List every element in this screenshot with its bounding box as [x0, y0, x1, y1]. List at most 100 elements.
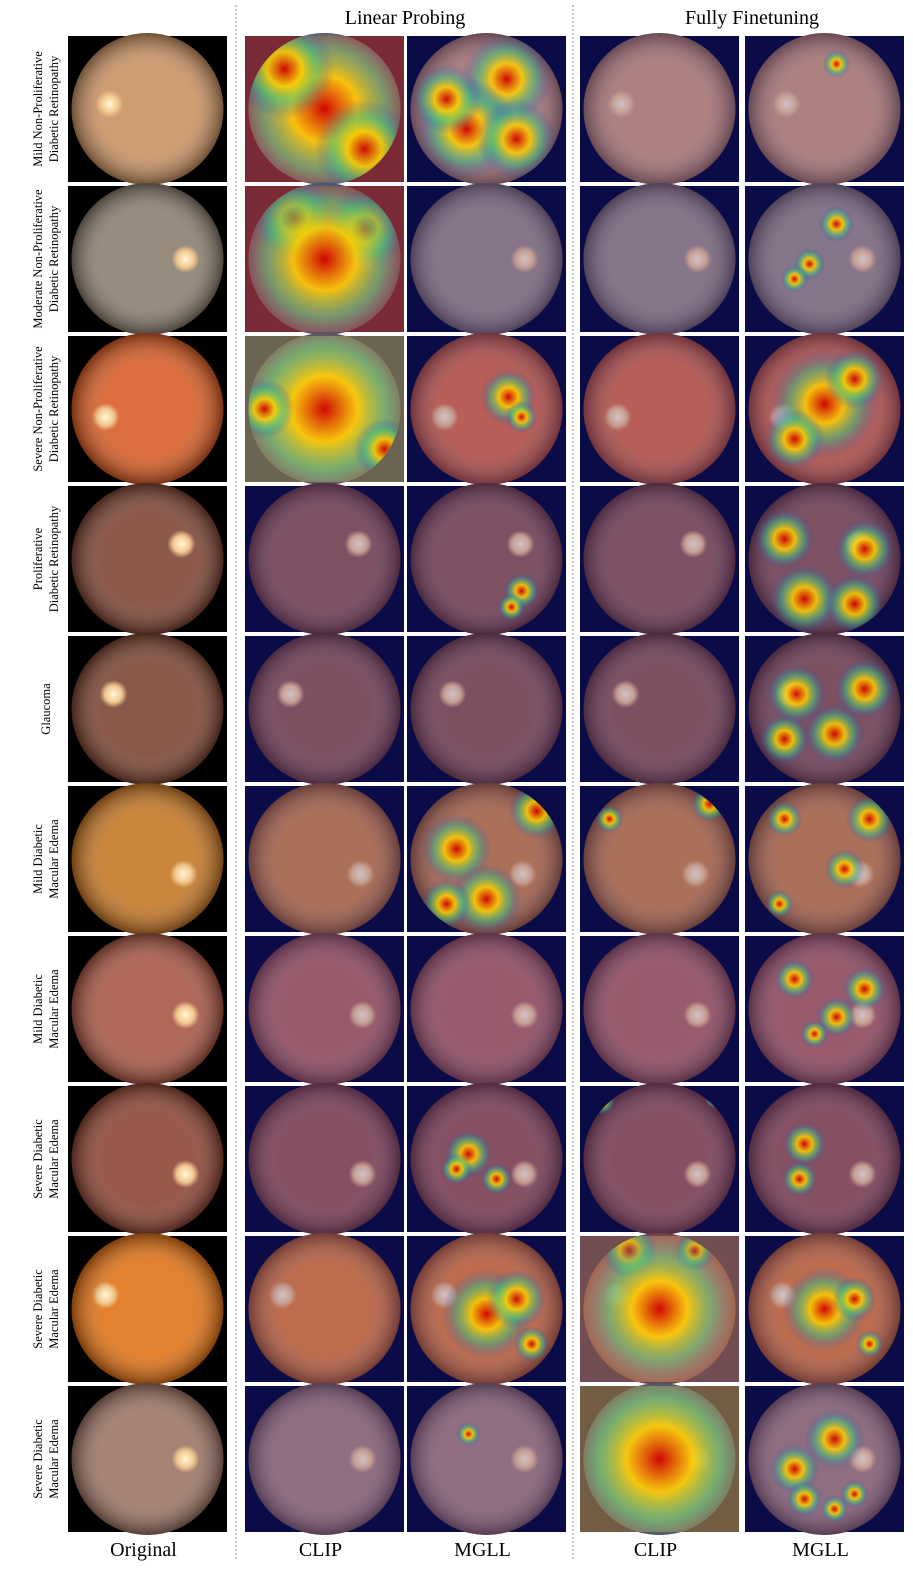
heat-spot: [451, 864, 522, 934]
heat-spot: [764, 409, 825, 469]
column-label: MGLL: [454, 1539, 511, 1561]
vignette: [248, 1383, 401, 1535]
vignette: [71, 483, 224, 635]
fundus-image: [245, 183, 404, 335]
heatmap: [583, 1383, 736, 1535]
fundus-image: [245, 333, 404, 485]
heat-spot: [583, 1383, 736, 1535]
fundus-image: [745, 1083, 904, 1235]
heat-spot: [583, 1233, 736, 1385]
heat-spot: [440, 1153, 473, 1185]
fundus-image: [580, 483, 739, 635]
heatmap: [441, 1269, 550, 1362]
fundus-image: [745, 1383, 904, 1535]
fundus-image: [580, 783, 739, 935]
fundus-image: [245, 633, 404, 785]
column-label: CLIP: [299, 1539, 342, 1561]
heat-spot: [782, 1122, 827, 1166]
heat-spot: [824, 574, 885, 634]
heat-spot: [786, 1481, 823, 1517]
vignette: [248, 1233, 401, 1385]
row-label: Macular Edema: [47, 1119, 61, 1199]
fundus-image: [68, 633, 227, 785]
vignette: [71, 1233, 224, 1385]
overlay-tint: [410, 933, 563, 1085]
fundus-image: [407, 483, 566, 635]
overlay-tint: [748, 1083, 901, 1235]
heatmap: [782, 1267, 884, 1358]
fundus-image: [68, 783, 227, 935]
fundus-image: [245, 1083, 404, 1235]
fundus-image: [745, 1233, 904, 1385]
fundus-image: [580, 1083, 739, 1235]
overlay-tint: [583, 333, 736, 485]
group-header: Fully Finetuning: [685, 7, 819, 29]
fundus-image: [407, 1083, 566, 1235]
vignette: [248, 1083, 401, 1235]
column-label: CLIP: [634, 1539, 677, 1561]
heatmap: [421, 783, 563, 934]
heat-spot: [456, 1422, 481, 1446]
vignette: [71, 783, 224, 935]
fundus-image: [580, 1383, 739, 1535]
heatmap: [440, 1130, 513, 1195]
fundus-image: [245, 33, 404, 185]
vignette: [248, 933, 401, 1085]
overlay-tint: [248, 1383, 401, 1535]
vignette: [583, 33, 736, 185]
fundus-image: [68, 1383, 227, 1535]
heat-spot: [834, 519, 895, 579]
heatmap: [774, 959, 887, 1048]
fundus-image: [745, 483, 904, 635]
row-label: Macular Edema: [47, 1269, 61, 1349]
overlay-tint: [410, 633, 563, 785]
fundus-image: [407, 183, 566, 335]
heatmap: [456, 1422, 481, 1446]
heat-spot: [411, 64, 482, 134]
row-label: Diabetic Retinopathy: [47, 55, 61, 162]
overlay-tint: [748, 33, 901, 185]
row-label: Macular Edema: [47, 1419, 61, 1499]
fundus-image: [407, 33, 566, 185]
heatmap: [411, 34, 557, 179]
row-label: Proliferative: [31, 527, 45, 590]
heatmap: [480, 369, 538, 433]
heat-spot: [480, 1163, 513, 1195]
overlay-tint: [583, 483, 736, 635]
heat-spot: [774, 959, 815, 999]
fundus-image: [407, 1233, 566, 1385]
group-header: Linear Probing: [345, 7, 466, 29]
vignette: [410, 933, 563, 1085]
overlay-tint: [583, 33, 736, 185]
heatmap: [764, 349, 885, 469]
heat-spot: [769, 564, 840, 634]
heatmap: [781, 1122, 827, 1197]
vignette: [248, 483, 401, 635]
vignette: [71, 333, 224, 485]
heat-spot: [248, 183, 401, 335]
heatmap: [497, 573, 540, 621]
heat-spot: [822, 50, 851, 78]
fundus-image: [580, 933, 739, 1085]
fundus-image: [580, 1233, 739, 1385]
vignette: [748, 33, 901, 185]
heatmap: [248, 183, 401, 335]
row-label: Macular Edema: [47, 969, 61, 1049]
heat-spot: [804, 1409, 865, 1469]
vignette: [583, 1083, 736, 1235]
fundus-image: [580, 333, 739, 485]
heat-spot: [804, 704, 865, 764]
vignette: [583, 183, 736, 335]
heat-spot: [824, 349, 885, 409]
overlay-tint: [583, 1083, 736, 1235]
overlay-tint: [248, 783, 401, 935]
vignette: [71, 33, 224, 185]
fundus-image: [745, 933, 904, 1085]
fundus-image: [68, 933, 227, 1085]
heatmap: [754, 509, 895, 634]
heatmap: [822, 50, 851, 78]
heat-spot: [800, 1020, 829, 1048]
fundus-image: [68, 333, 227, 485]
fundus-image: [245, 1233, 404, 1385]
